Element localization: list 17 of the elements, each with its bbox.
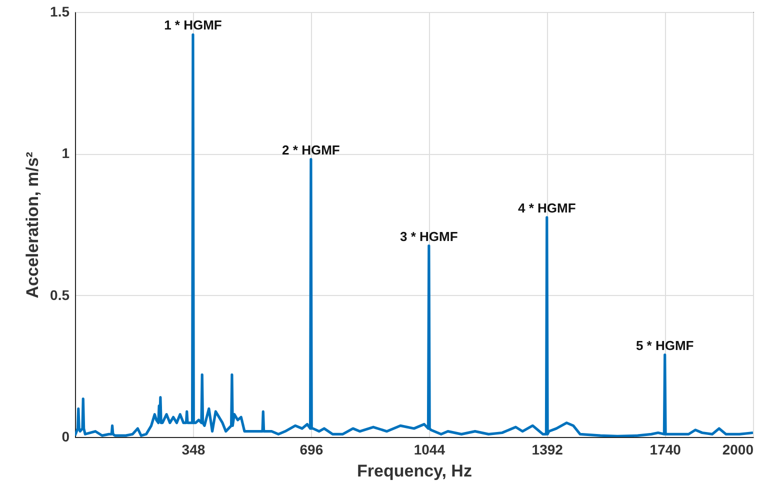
- x-tick-label: 696: [300, 442, 324, 458]
- y-tick-label: 0: [62, 428, 70, 444]
- x-tick-label: 1044: [414, 442, 446, 458]
- annotation: 1 * HGMF: [164, 18, 222, 33]
- y-axis-title: Acceleration, m/s²: [23, 151, 42, 298]
- x-tick-label: 348: [182, 442, 206, 458]
- y-tick-label: 1: [62, 145, 70, 162]
- y-tick-label: 0.5: [50, 286, 70, 303]
- x-tick-label: 1740: [650, 442, 682, 458]
- annotation: 5 * HGMF: [636, 338, 694, 353]
- x-tick-label: 2000: [722, 442, 754, 458]
- x-tick-label: 1392: [532, 442, 564, 458]
- x-axis-title: Frequency, Hz: [357, 462, 472, 480]
- annotation: 4 * HGMF: [518, 200, 576, 216]
- annotation: 2 * HGMF: [282, 142, 340, 158]
- y-tick-label: 1.5: [50, 4, 70, 20]
- annotation: 3 * HGMF: [400, 228, 458, 244]
